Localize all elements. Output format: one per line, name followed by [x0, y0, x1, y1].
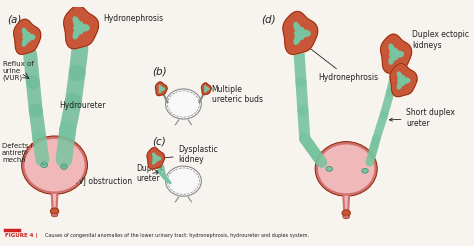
- Ellipse shape: [42, 162, 46, 165]
- Ellipse shape: [22, 136, 88, 194]
- Ellipse shape: [165, 166, 201, 196]
- Text: Defects in
antireflux
mechanism: Defects in antireflux mechanism: [2, 143, 42, 163]
- Polygon shape: [390, 63, 417, 97]
- Ellipse shape: [342, 210, 350, 216]
- Ellipse shape: [25, 139, 85, 191]
- Text: Duplex ectopic
kidneys: Duplex ectopic kidneys: [401, 30, 469, 58]
- Text: FIGURE 4 |: FIGURE 4 |: [5, 233, 37, 238]
- Ellipse shape: [315, 142, 377, 196]
- Polygon shape: [64, 6, 99, 49]
- Ellipse shape: [167, 168, 200, 194]
- Ellipse shape: [61, 165, 67, 169]
- Polygon shape: [389, 44, 403, 64]
- Text: (d): (d): [262, 15, 276, 25]
- Text: Dysplastic
kidney: Dysplastic kidney: [159, 145, 219, 165]
- Polygon shape: [147, 148, 164, 169]
- Polygon shape: [14, 19, 41, 54]
- Polygon shape: [73, 17, 89, 39]
- Text: Reflux of
urine
(VUR): Reflux of urine (VUR): [3, 61, 34, 81]
- Ellipse shape: [362, 169, 368, 173]
- Ellipse shape: [51, 213, 58, 217]
- Polygon shape: [201, 83, 211, 95]
- Text: Multiple
ureteric buds: Multiple ureteric buds: [206, 85, 263, 104]
- Polygon shape: [294, 23, 310, 44]
- Ellipse shape: [165, 89, 201, 119]
- Text: (a): (a): [8, 15, 22, 25]
- Text: Causes of congenital anomalies of the lower urinary tract: hydronephrosis, hydro: Causes of congenital anomalies of the lo…: [45, 233, 309, 238]
- Text: (b): (b): [153, 66, 167, 76]
- Polygon shape: [155, 82, 167, 96]
- Text: UVJ obstruction: UVJ obstruction: [67, 174, 133, 186]
- Polygon shape: [343, 196, 349, 213]
- Ellipse shape: [62, 164, 66, 167]
- Polygon shape: [22, 28, 35, 46]
- Ellipse shape: [326, 167, 333, 171]
- Text: Duplex
ureter: Duplex ureter: [137, 164, 163, 183]
- Ellipse shape: [318, 144, 374, 193]
- Text: Hydronephrosis: Hydronephrosis: [84, 14, 164, 23]
- Polygon shape: [153, 153, 161, 164]
- Text: Hydronephrosis: Hydronephrosis: [302, 42, 378, 82]
- Ellipse shape: [41, 163, 47, 168]
- Ellipse shape: [167, 91, 200, 117]
- Ellipse shape: [50, 208, 59, 215]
- Polygon shape: [381, 34, 411, 73]
- Polygon shape: [397, 72, 410, 89]
- Polygon shape: [52, 194, 57, 211]
- Text: Short duplex
ureter: Short duplex ureter: [390, 108, 455, 128]
- Ellipse shape: [343, 215, 349, 219]
- Polygon shape: [283, 12, 318, 54]
- Text: Hydroureter: Hydroureter: [59, 101, 106, 110]
- Polygon shape: [205, 86, 209, 92]
- Polygon shape: [159, 85, 164, 92]
- Text: (c): (c): [153, 137, 166, 147]
